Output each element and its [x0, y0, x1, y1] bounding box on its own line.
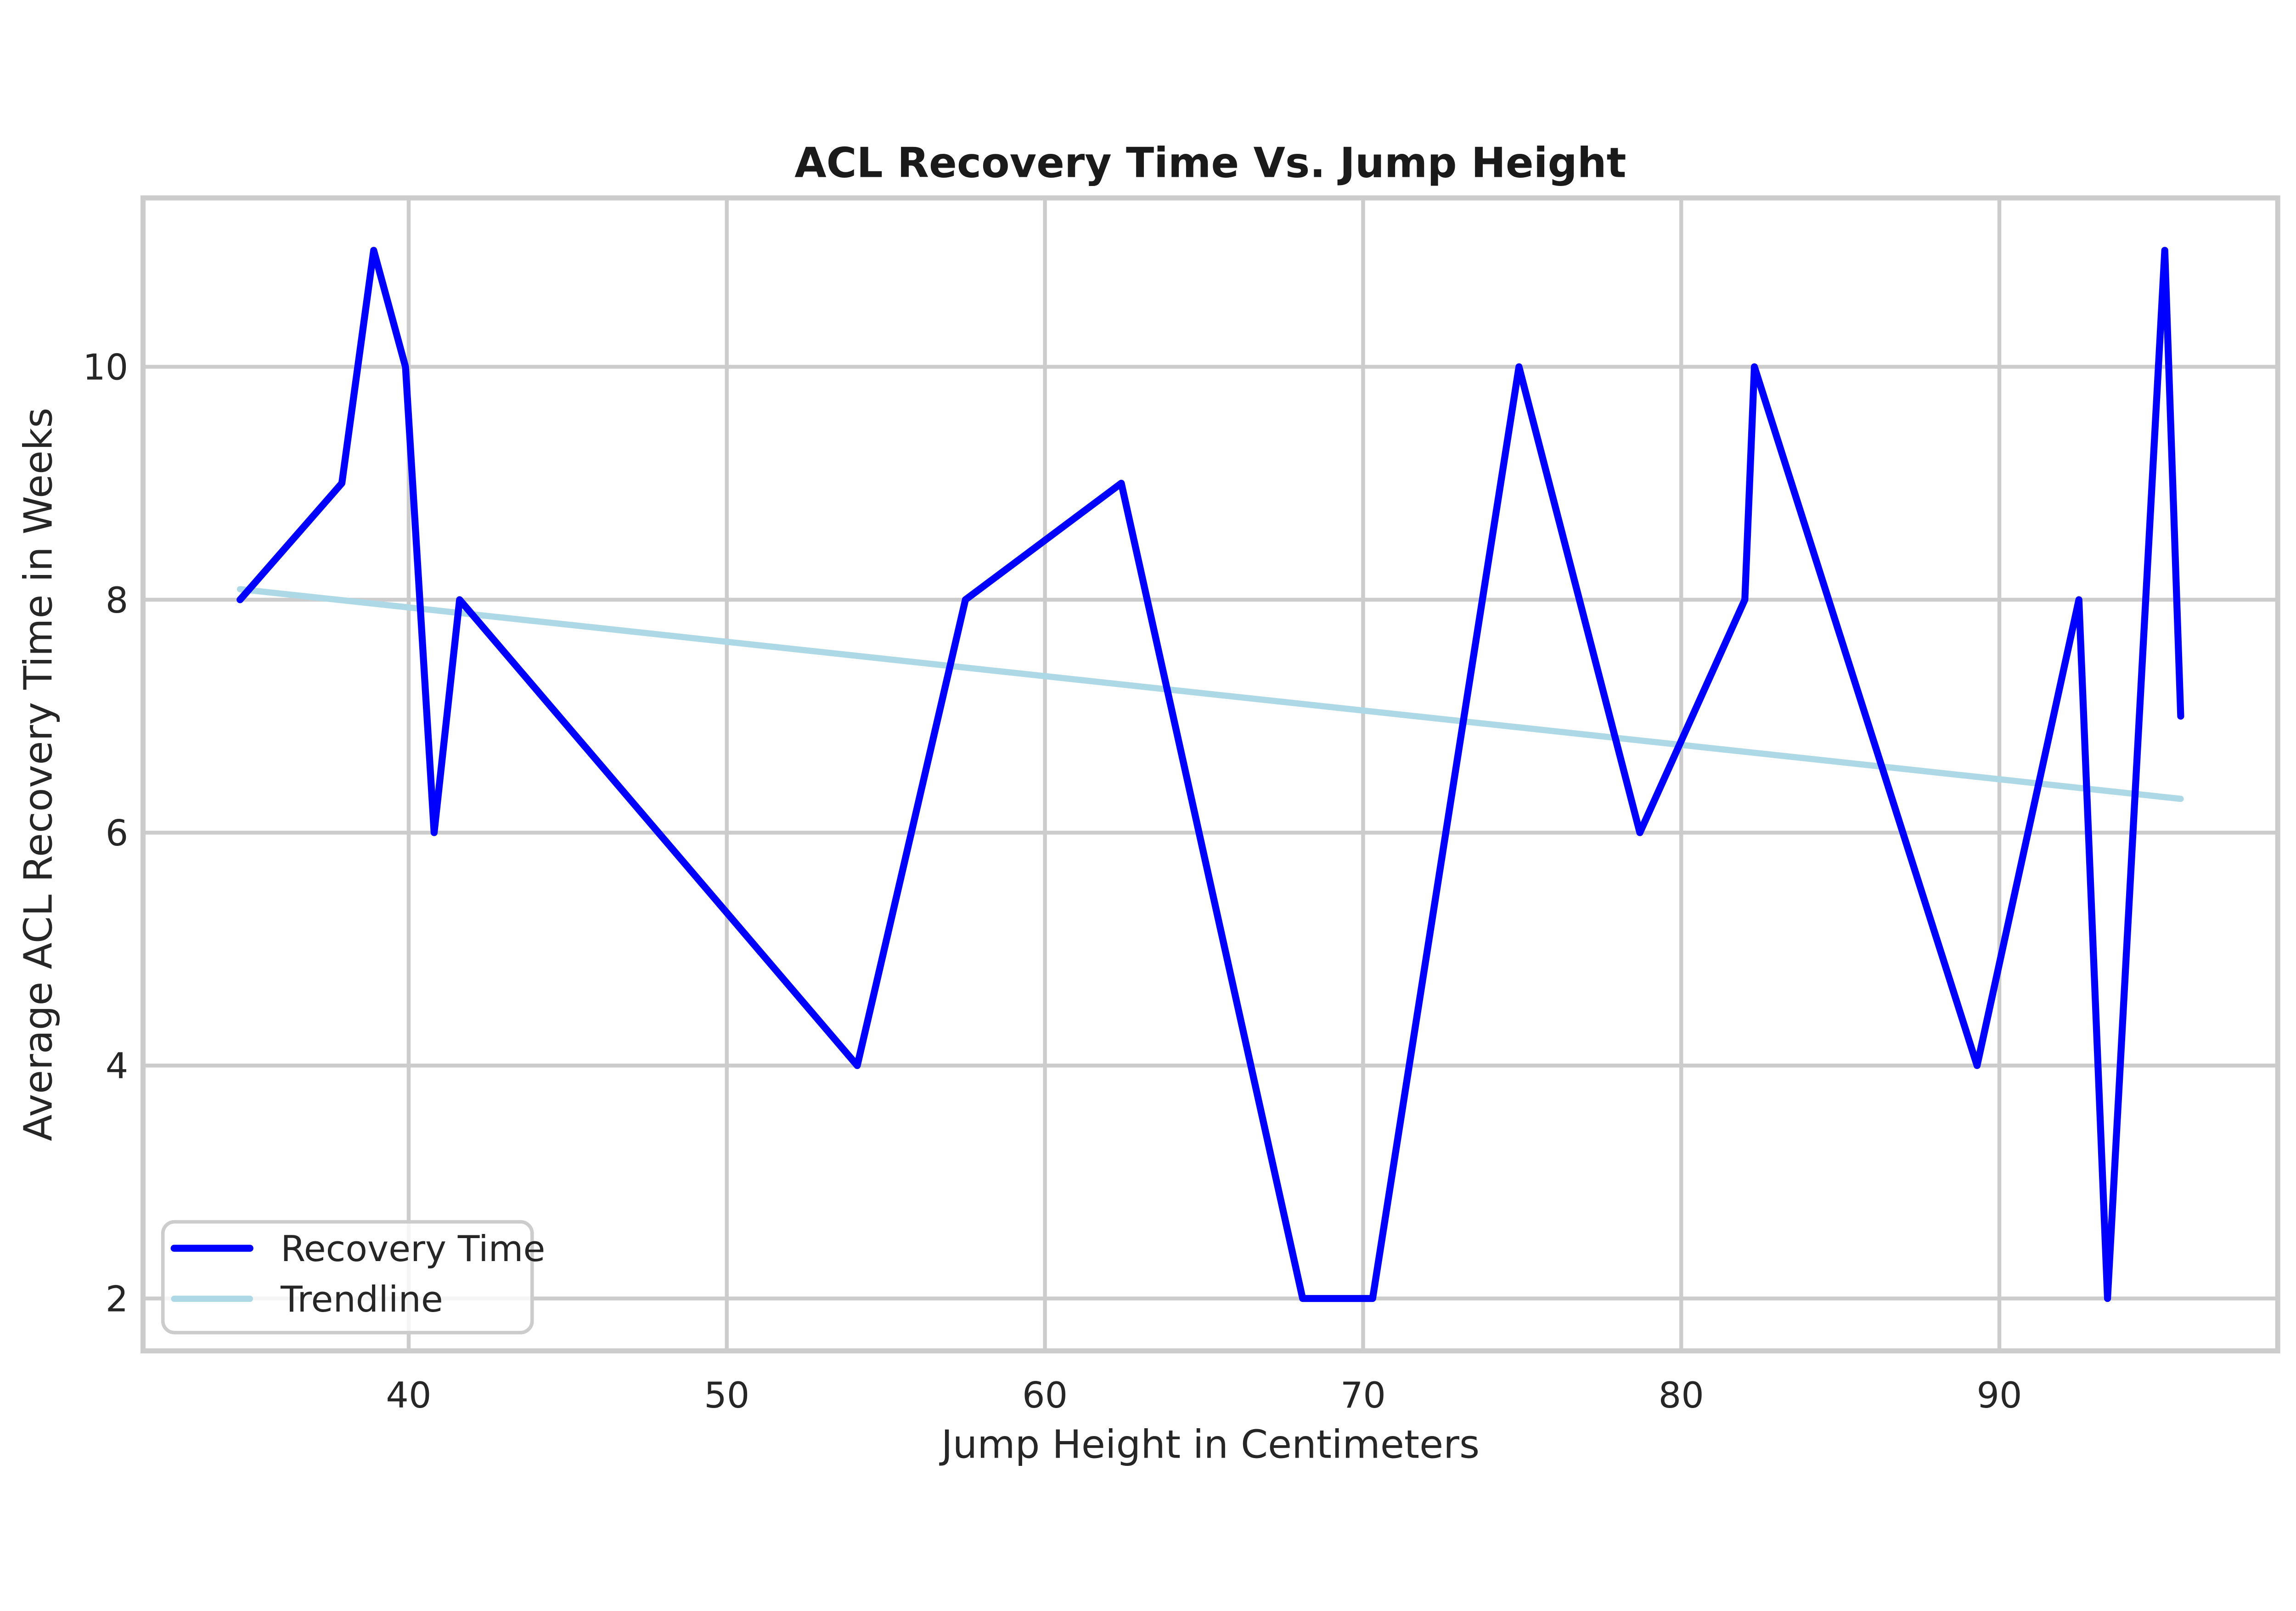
- x-axis-label: Jump Height in Centimeters: [939, 1421, 1480, 1467]
- x-tick-label: 80: [1659, 1375, 1704, 1416]
- chart-title: ACL Recovery Time Vs. Jump Height: [794, 139, 1626, 187]
- y-gridlines: [143, 365, 2278, 1301]
- x-tick-label: 40: [386, 1375, 431, 1416]
- x-tick-label: 60: [1022, 1375, 1068, 1416]
- y-tick-label: 10: [83, 347, 128, 389]
- legend-label-recovery-time: Recovery Time: [281, 1228, 545, 1270]
- trendline: [236, 586, 2184, 802]
- y-axis-label: Average ACL Recovery Time in Weeks: [16, 408, 61, 1141]
- y-tick-labels: 2 4 6 8 10: [83, 347, 128, 1320]
- x-gridlines: [406, 197, 2002, 1351]
- x-tick-label: 70: [1340, 1375, 1386, 1416]
- y-tick-label: 2: [106, 1279, 129, 1320]
- legend: Recovery Time Trendline: [161, 1220, 545, 1335]
- x-tick-label: 50: [704, 1375, 749, 1416]
- recovery-time-line: [236, 247, 2184, 1302]
- x-tick-labels: 40 50 60 70 80 90: [386, 1375, 2022, 1416]
- legend-label-trendline: Trendline: [280, 1279, 443, 1320]
- y-tick-label: 4: [106, 1046, 129, 1087]
- legend-frame: [161, 1220, 534, 1335]
- plot-area: [140, 195, 2280, 1354]
- series-lines: [236, 247, 2184, 1302]
- y-tick-label: 8: [106, 580, 129, 621]
- x-tick-label: 90: [1976, 1375, 2022, 1416]
- y-tick-label: 6: [106, 813, 129, 854]
